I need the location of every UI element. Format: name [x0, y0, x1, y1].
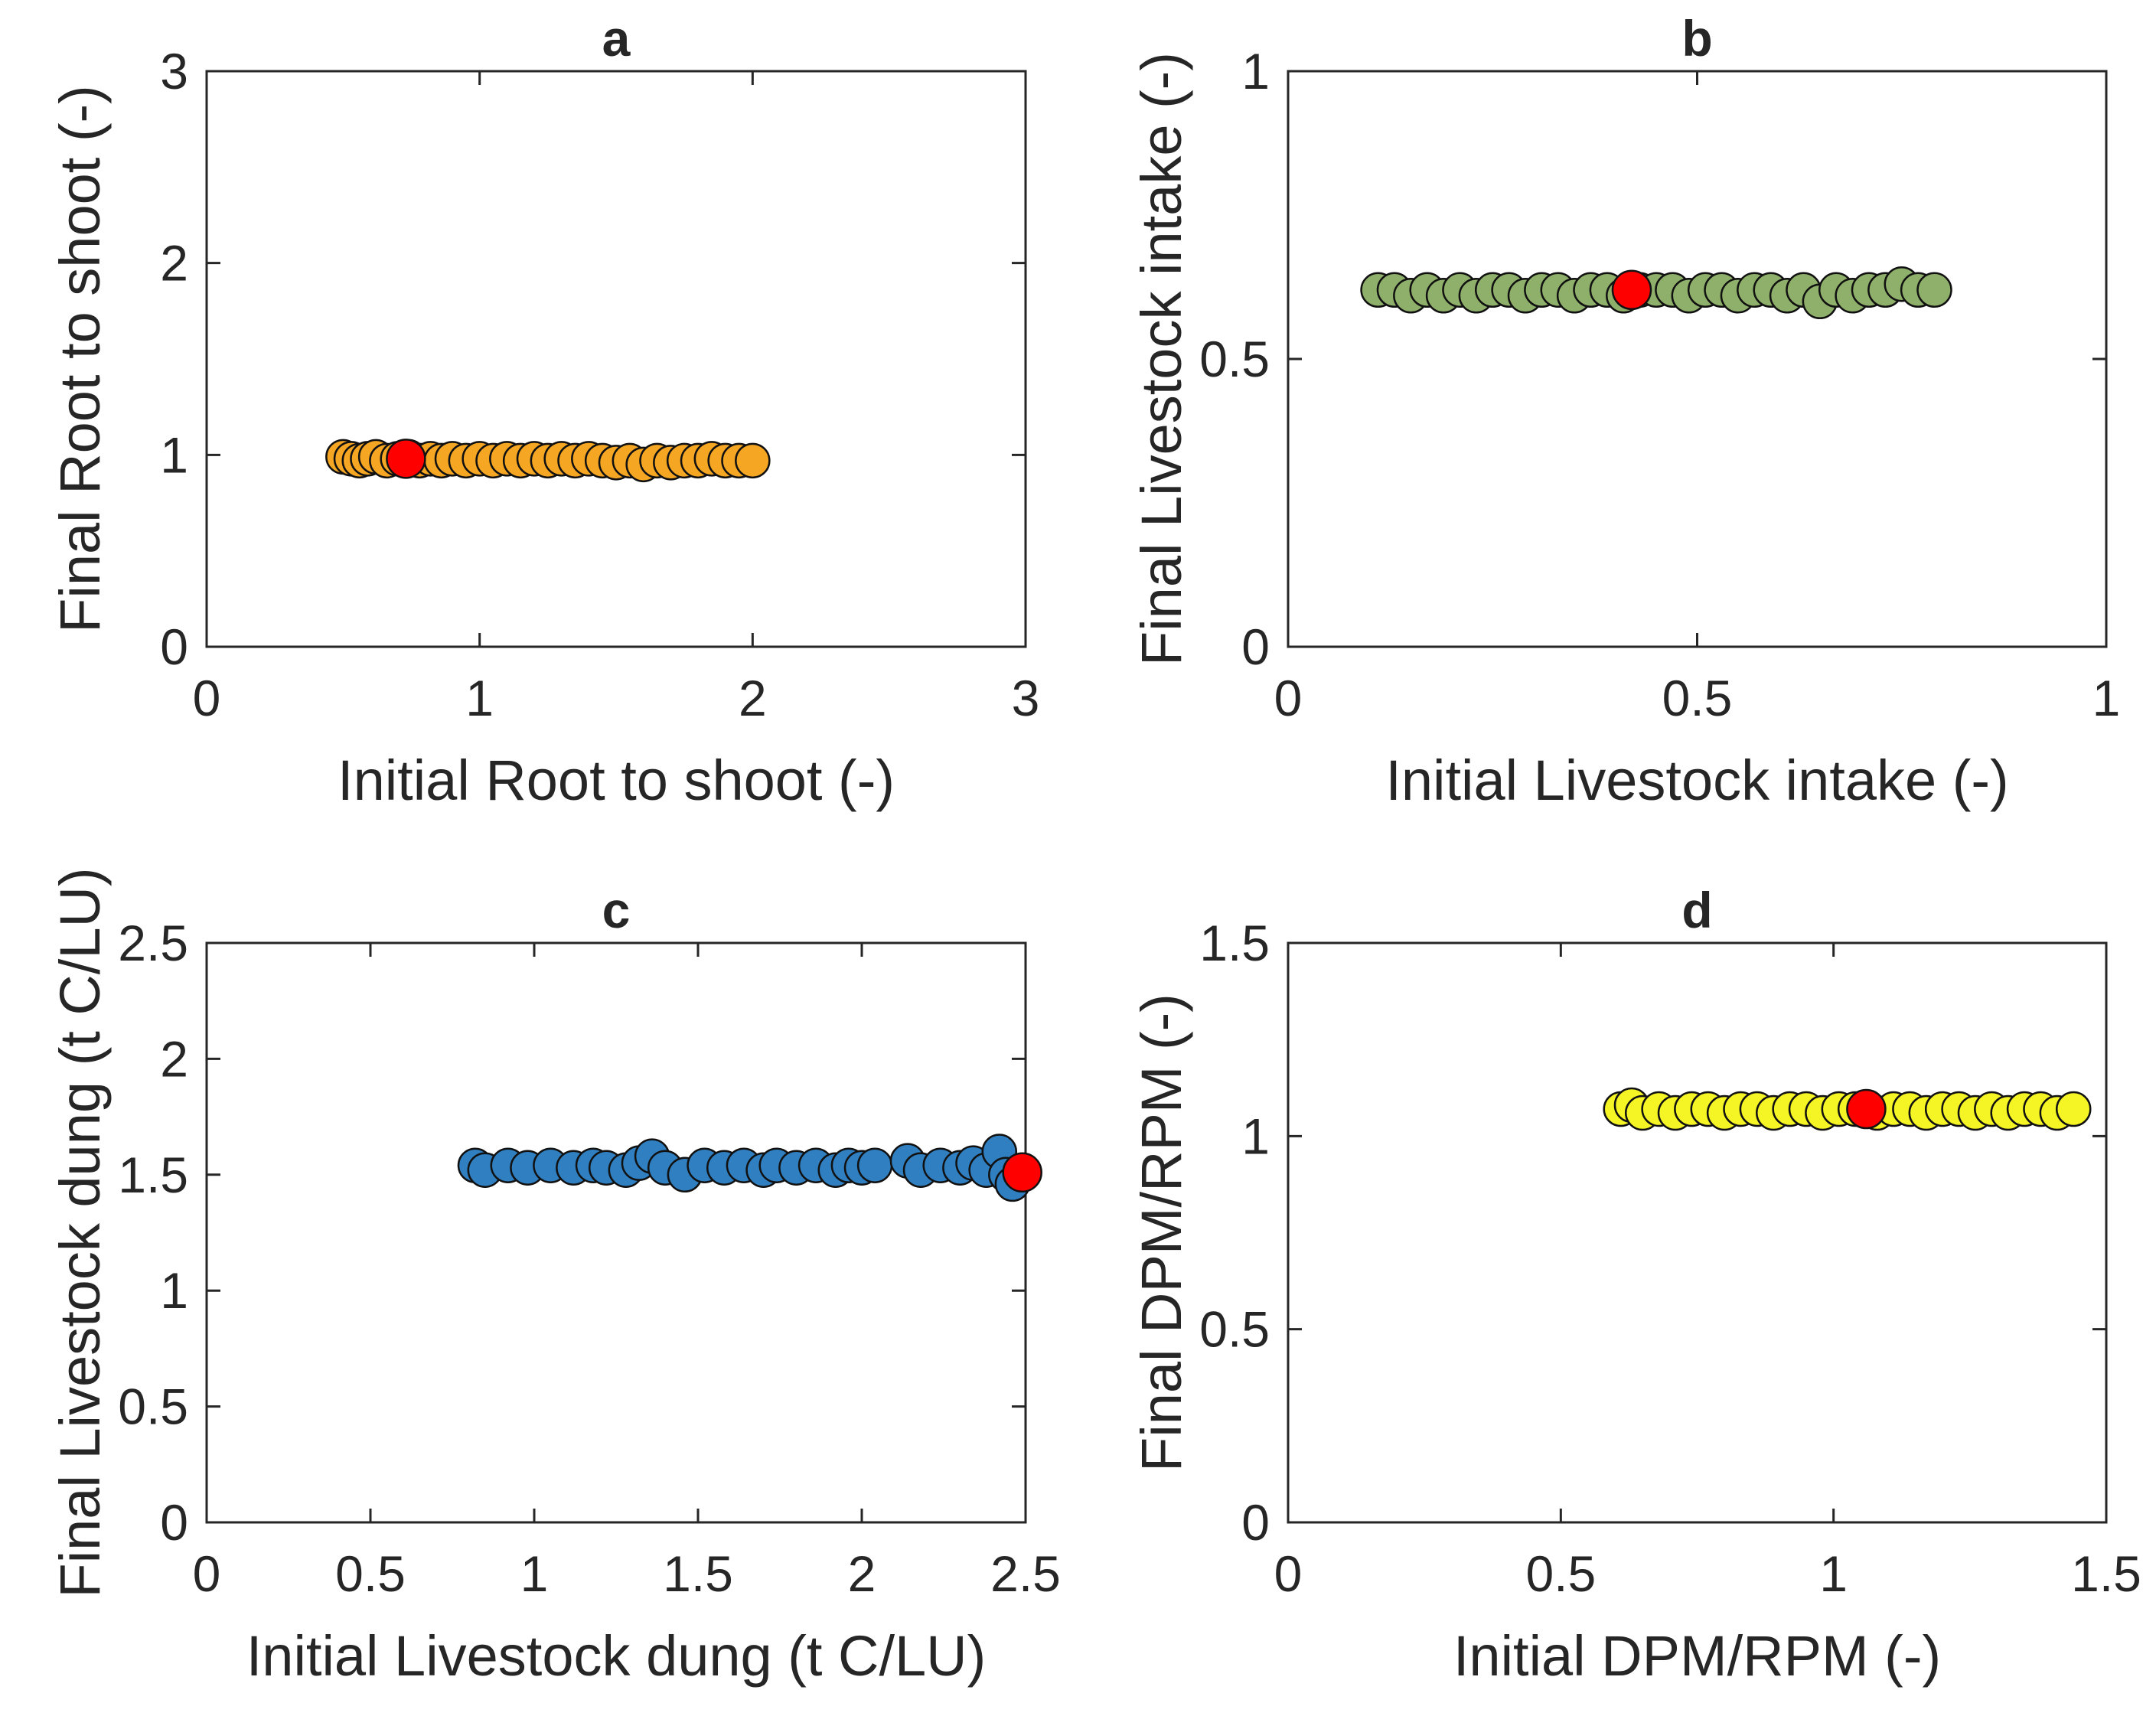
panel-c-xtick-label: 0.5 — [335, 1545, 406, 1602]
panel-b-data-point — [1916, 272, 1952, 308]
panel-a-title: a — [602, 10, 631, 67]
panel-c-xtick-label: 1.5 — [663, 1545, 733, 1602]
panel-b-ytick-label: 0 — [1241, 618, 1270, 675]
panel-d-xtick-label: 1 — [1819, 1545, 1848, 1602]
panel-d-title: d — [1681, 882, 1712, 938]
panel-c-highlight-point — [1002, 1152, 1042, 1193]
panel-a-data-point — [735, 442, 771, 479]
panel-d-ytick-label: 0 — [1241, 1494, 1270, 1551]
panel-c-ytick-label: 1.5 — [118, 1147, 188, 1203]
panel-b-highlight-point — [1611, 269, 1652, 311]
panel-c-ytick-label: 2.5 — [118, 915, 188, 971]
panel-d-xtick-label: 1.5 — [2071, 1545, 2141, 1602]
panel-d: 0 0.5 1 1.5 0 0.5 1 1.5 d Initial DPM/RPM (-) Fina… — [1130, 882, 2141, 1688]
panel-a-axes-box — [205, 70, 1027, 648]
panel-a-ytick-label: 2 — [160, 235, 188, 292]
panel-c-ytick-label: 1 — [160, 1262, 188, 1319]
panel-a-ylabel: Final Root to shoot (-) — [48, 85, 112, 633]
panel-d-data-point — [2055, 1091, 2092, 1127]
panel-b-xlabel: Initial Livestock intake (-) — [1385, 749, 2008, 812]
panel-a-highlight-point — [386, 439, 426, 479]
panel-d-axes-box — [1287, 941, 2108, 1524]
panel-d-ytick-label: 0.5 — [1199, 1301, 1270, 1358]
panel-d-xtick-label: 0.5 — [1525, 1545, 1596, 1602]
panel-a: 0 1 2 3 0 1 2 3 a Initial Root to shoot (-) Final … — [48, 10, 1039, 812]
panel-b-title: b — [1681, 10, 1712, 67]
panel-c-data-point — [856, 1147, 893, 1183]
panel-c-ytick-label: 0 — [160, 1494, 188, 1551]
panel-a-xtick-label: 3 — [1012, 670, 1040, 726]
panel-b-xtick-label: 1 — [2092, 670, 2121, 726]
panel-b-ytick-label: 0.5 — [1199, 331, 1270, 387]
panel-b-xtick-label: 0.5 — [1662, 670, 1733, 726]
panel-c-xlabel: Initial Livestock dung (t C/LU) — [246, 1624, 987, 1688]
panel-c-xtick-label: 0 — [193, 1545, 221, 1602]
panel-a-xtick-label: 2 — [739, 670, 767, 726]
panel-a-xtick-label: 1 — [465, 670, 494, 726]
panel-a-ytick-label: 1 — [160, 426, 188, 483]
panel-c-xtick-label: 2.5 — [990, 1545, 1061, 1602]
panel-a-ytick-label: 3 — [160, 43, 188, 100]
panel-b-xtick-label: 0 — [1274, 670, 1303, 726]
panel-c-ytick-label: 0.5 — [118, 1378, 188, 1435]
panel-b-axes-box — [1287, 70, 2108, 648]
panel-c-axes-box — [205, 941, 1027, 1524]
panel-c-ylabel: Final Livestock dung (t C/LU) — [48, 867, 112, 1597]
panel-a-ytick-label: 0 — [160, 618, 188, 675]
panel-d-ytick-label: 1 — [1241, 1108, 1270, 1164]
panel-a-xlabel: Initial Root to shoot (-) — [338, 749, 895, 812]
panel-d-xlabel: Initial DPM/RPM (-) — [1453, 1624, 1941, 1688]
panel-c: 0 0.5 1 1.5 2 2.5 0 0.5 1 1.5 2 2.5 c Initial Livesto… — [48, 867, 1061, 1688]
panel-d-ylabel: Final DPM/RPM (-) — [1130, 993, 1193, 1472]
panel-d-ytick-label: 1.5 — [1199, 915, 1270, 971]
panel-b-ylabel: Final Livestock intake (-) — [1130, 52, 1193, 666]
panel-c-title: c — [602, 882, 631, 938]
panel-c-xtick-label: 1 — [520, 1545, 549, 1602]
panel-d-xtick-label: 0 — [1274, 1545, 1303, 1602]
panel-a-xtick-label: 0 — [193, 670, 221, 726]
panel-d-highlight-point — [1846, 1088, 1887, 1130]
panel-b-ytick-label: 1 — [1241, 43, 1270, 100]
panel-c-xtick-label: 2 — [848, 1545, 876, 1602]
panel-c-ytick-label: 2 — [160, 1030, 188, 1087]
panel-b: 0 0.5 1 0 0.5 1 b Initial Livestock intake (-) F… — [1130, 10, 2120, 812]
